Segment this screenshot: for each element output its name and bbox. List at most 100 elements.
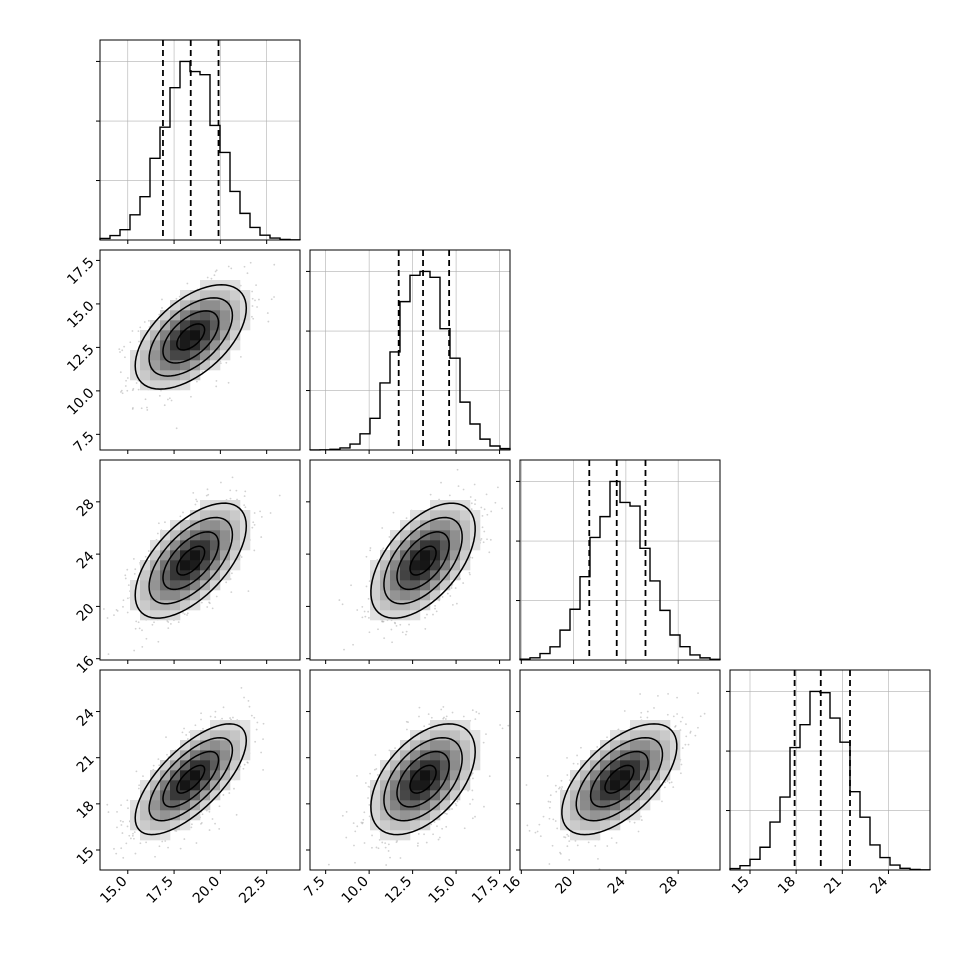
scatter-point (441, 827, 444, 830)
scatter-point (247, 761, 249, 764)
scatter-point (451, 808, 453, 810)
density-cell (190, 560, 201, 571)
scatter-point (214, 710, 217, 713)
y-tick-label: 20 (74, 601, 98, 625)
contour-2-1-1 (396, 531, 450, 591)
scatter-point (360, 821, 363, 824)
density-cell (450, 520, 461, 531)
density-cell (220, 720, 231, 731)
scatter-point (387, 843, 390, 846)
x-tick-label: 15.0 (97, 874, 130, 907)
density-cell (230, 330, 241, 341)
scatter-point (205, 494, 208, 497)
density-cell (150, 320, 161, 331)
scatter-point (122, 872, 124, 874)
scatter-point (395, 841, 398, 844)
density-cell (160, 350, 171, 361)
scatter-point (124, 577, 127, 580)
density-cell (410, 510, 421, 521)
density-cell (170, 760, 181, 771)
density-cell (160, 310, 171, 321)
scatter-point (391, 641, 393, 644)
scatter-point (440, 481, 442, 484)
scatter-point (247, 699, 250, 702)
density-cell (230, 310, 241, 321)
density-cell (180, 750, 191, 761)
density-cell (130, 820, 141, 831)
scatter-point (501, 507, 504, 510)
density-cell (190, 580, 201, 591)
scatter-point (208, 602, 211, 605)
density-cell (440, 550, 451, 561)
density-cell (180, 320, 191, 331)
scatter-point (481, 514, 484, 517)
scatter-point (179, 847, 182, 850)
scatter-point (251, 305, 254, 307)
scatter-point (106, 803, 109, 806)
density-cell (180, 800, 191, 811)
scatter-point (251, 315, 253, 318)
density-cell (150, 350, 161, 361)
density-cell (200, 740, 211, 751)
contour-2-1-2 (383, 516, 463, 605)
scatter-point (252, 521, 255, 524)
density-cell (150, 800, 161, 811)
density-cell (200, 540, 211, 551)
scatter-point (392, 511, 395, 514)
density-cell (130, 350, 141, 361)
scatter-point (123, 345, 126, 348)
density-cell (230, 740, 241, 751)
scatter-point (156, 532, 159, 535)
scatter-point (474, 718, 477, 721)
scatter-point (255, 728, 258, 731)
density-cell (210, 720, 221, 731)
scatter-point (258, 298, 260, 301)
scatter-point (164, 521, 166, 524)
density-cell (180, 350, 191, 361)
scatter-point (167, 846, 169, 849)
y-tick-label: 28 (74, 496, 98, 520)
scatter-point (131, 834, 134, 837)
scatter-point (469, 803, 471, 805)
scatter-point (363, 842, 366, 844)
scatter-point (214, 716, 217, 718)
scatter-point (345, 836, 348, 839)
scatter-point (356, 609, 359, 611)
scatter-point (128, 834, 131, 837)
density-cell (200, 340, 211, 351)
density-cell (210, 790, 221, 801)
scatter-point (139, 326, 142, 329)
scatter-point (393, 621, 396, 624)
scatter-point (196, 380, 198, 383)
density-cell (440, 500, 451, 511)
scatter-point (206, 276, 209, 279)
scatter-point (135, 620, 138, 623)
y-tick-label: 21 (74, 752, 98, 776)
scatter-point (219, 362, 222, 365)
density-cell (400, 610, 411, 621)
panel-frame (99, 669, 301, 871)
density-cell (190, 540, 201, 551)
scatter-point (471, 789, 474, 792)
scatter-point (367, 597, 370, 600)
density-cell (370, 590, 381, 601)
scatter-point (444, 718, 447, 720)
contour-2-1-0 (409, 545, 437, 576)
density-cell (240, 520, 251, 531)
scatter-point (437, 838, 440, 841)
scatter-point (361, 605, 364, 608)
scatter-point (462, 488, 465, 491)
panel-frame (309, 459, 511, 661)
density-cell (370, 600, 381, 611)
contour-2-0-0 (176, 545, 206, 576)
scatter-point (470, 502, 473, 505)
density-cell (190, 550, 201, 561)
density-cell (200, 770, 211, 781)
scatter-point (200, 601, 203, 604)
scatter-point (246, 272, 249, 275)
density-cell (400, 540, 411, 551)
density-cell (160, 810, 171, 821)
scatter-point (144, 555, 147, 558)
scatter-point (139, 842, 142, 845)
scatter-point (182, 611, 184, 614)
